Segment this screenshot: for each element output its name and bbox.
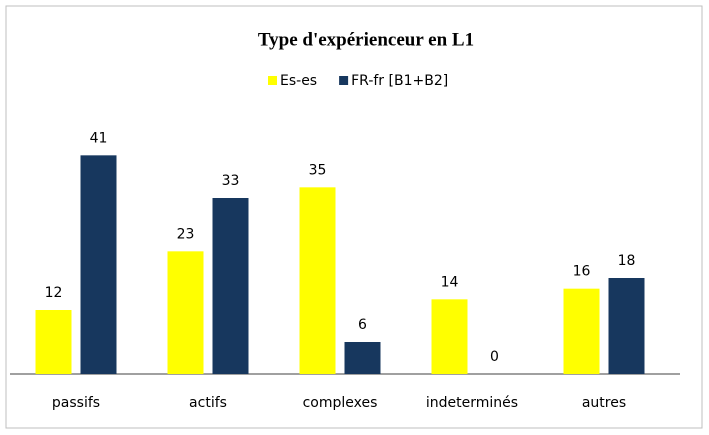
x-tick-label: complexes: [303, 395, 378, 411]
legend-swatch: [339, 76, 349, 85]
bar: [35, 310, 72, 374]
bar: [299, 187, 336, 374]
bar: [80, 155, 117, 374]
bar: [431, 299, 468, 374]
chart-title: Type d'expérienceur en L1: [258, 29, 474, 50]
data-label: 6: [358, 317, 367, 333]
x-tick-label: indeterminés: [426, 395, 518, 411]
data-label: 18: [618, 253, 636, 269]
bar: [167, 251, 204, 374]
data-label: 23: [177, 226, 195, 242]
legend-swatch: [268, 76, 277, 85]
data-label: 0: [490, 349, 499, 365]
bar: [344, 342, 381, 374]
data-label: 12: [45, 285, 63, 301]
x-tick-label: passifs: [52, 395, 100, 411]
data-label: 41: [90, 130, 108, 146]
bar: [608, 278, 645, 374]
legend-label: FR-fr [B1+B2]: [351, 73, 448, 89]
bar: [212, 198, 249, 374]
bar: [563, 288, 600, 374]
x-tick-label: autres: [582, 395, 626, 411]
data-label: 35: [309, 162, 327, 178]
data-label: 16: [573, 264, 591, 280]
x-tick-label: actifs: [189, 395, 227, 411]
data-label: 33: [222, 173, 240, 189]
legend-label: Es-es: [280, 73, 317, 89]
data-label: 14: [441, 274, 459, 290]
